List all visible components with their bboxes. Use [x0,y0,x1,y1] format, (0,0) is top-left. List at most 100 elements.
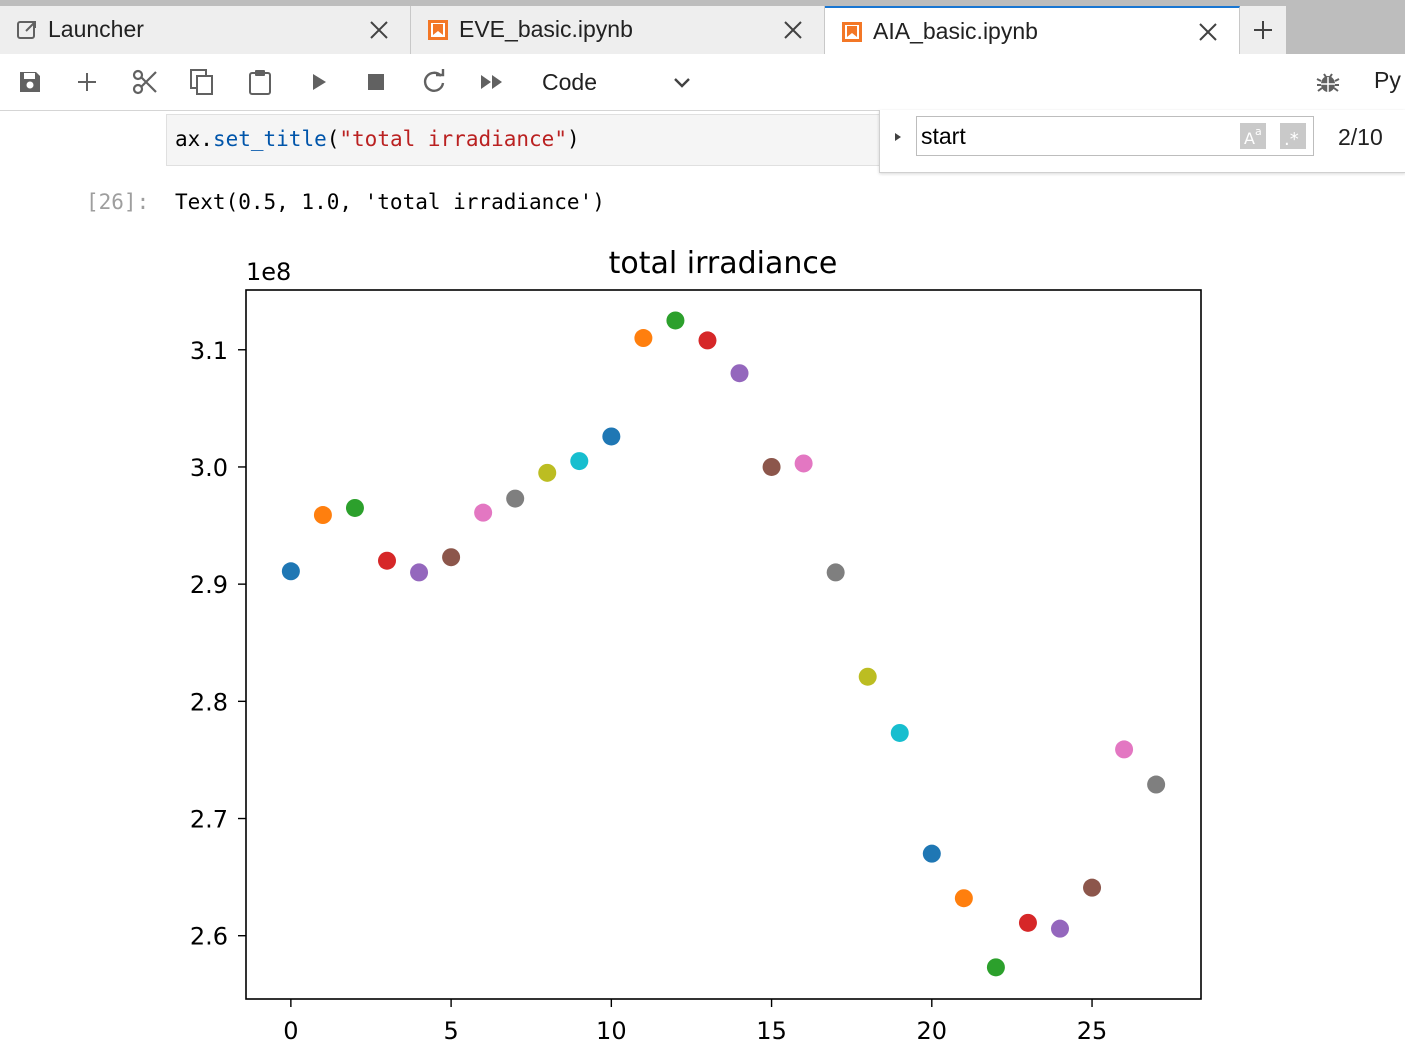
copy-button[interactable] [186,66,218,98]
x-tick-label: 15 [756,1017,787,1042]
x-tick-label: 20 [917,1017,948,1042]
window-top-strip [0,0,1405,6]
debugger-icon [1316,73,1340,92]
data-point [762,457,781,476]
stop-icon [368,74,384,90]
run-button[interactable] [303,66,335,98]
y-tick-label: 3.0 [190,454,228,482]
expand-replace-icon[interactable] [892,130,904,144]
x-tick-label: 0 [283,1017,298,1042]
plus-icon [1254,21,1272,39]
data-point [1018,913,1037,932]
data-point [986,958,1005,977]
data-point [890,723,909,742]
data-point [474,503,493,522]
chart-title: total irradiance [609,246,838,281]
add-cell-button[interactable] [71,66,103,98]
code-function: set_title [212,127,327,151]
new-tab-button[interactable] [1240,6,1286,54]
cut-button[interactable] [129,66,161,98]
data-point [281,562,300,581]
data-point [1083,878,1102,897]
tab-label: Launcher [48,16,144,42]
restart-icon [423,69,445,92]
y-tick-label: 3.1 [190,337,228,365]
x-tick-label: 10 [596,1017,627,1042]
launcher-icon [17,21,36,39]
debugger-button[interactable] [1312,66,1344,98]
save-button[interactable] [14,66,46,98]
data-point [954,889,973,908]
cell-type-value: Code [542,69,597,95]
data-point [345,498,364,517]
data-point [922,844,941,863]
data-point [858,667,877,686]
data-point [1147,775,1166,794]
add-cell-icon [78,73,96,91]
y-tick-label: 2.7 [190,806,228,834]
data-point [794,454,813,473]
cell-type-select[interactable]: Code [530,62,700,102]
close-icon[interactable] [368,19,390,41]
data-point [698,331,717,350]
x-tick-label: 25 [1077,1017,1108,1042]
data-point [602,427,621,446]
tab-bar: Launcher EVE_basic.ipynb AIA_basic.ipynb [0,6,1405,54]
y-tick-label: 2.8 [190,688,228,716]
code-paren-open: ( [326,127,340,151]
data-point [570,452,589,471]
paste-button[interactable] [244,66,276,98]
close-icon[interactable] [1197,21,1219,43]
run-all-icon [481,75,502,89]
notebook-icon [842,22,862,42]
x-axis: 0 5 10 15 20 25 [283,999,1107,1042]
svg-text:a: a [1255,125,1262,138]
x-tick-label: 5 [443,1017,458,1042]
code-string: "total irradiance" [339,127,567,151]
run-icon [313,74,326,90]
find-replace-widget: A a .* 2/10 [879,110,1405,173]
copy-icon [190,69,213,95]
output-text: Text(0.5, 1.0, 'total irradiance') [175,190,605,214]
regex-icon[interactable]: .* [1280,123,1306,149]
data-point [634,329,653,348]
data-point [506,489,525,508]
code-line: ax.set_title("total irradiance") [175,127,580,151]
y-tick-label: 2.6 [190,923,228,951]
plot-frame [245,289,1202,1000]
code-paren-close: ) [566,127,580,151]
data-point [730,364,749,383]
close-icon[interactable] [782,19,804,41]
notebook-icon [428,20,448,40]
match-case-icon[interactable]: A a [1240,123,1266,149]
find-match-count: 2/10 [1338,124,1383,150]
output-prompt: [26]: [86,190,150,214]
tab-eve-basic[interactable]: EVE_basic.ipynb [411,6,825,54]
y-offset-label: 1e8 [246,258,291,286]
kernel-name[interactable]: Py [1374,67,1401,93]
notebook-toolbar: Code Py [0,54,1405,111]
y-axis: 2.6 2.7 2.8 2.9 3.0 3.1 [190,337,246,951]
tab-label: AIA_basic.ipynb [873,18,1038,44]
svg-text:.*: .* [1284,129,1299,149]
y-tick-label: 2.9 [190,571,228,599]
code-object: ax. [175,127,213,151]
code-cell-editor[interactable]: ax.set_title("total irradiance") [166,114,880,166]
stop-button[interactable] [360,66,392,98]
data-point [313,506,332,525]
data-point [538,463,557,482]
tab-launcher[interactable]: Launcher [0,6,411,54]
data-point [1050,919,1069,938]
data-point [666,311,685,330]
chevron-down-icon [674,78,690,88]
data-point [442,548,461,567]
data-point [826,563,845,582]
paste-icon [249,70,271,95]
run-all-button[interactable] [476,66,508,98]
data-point [378,551,397,570]
tab-aia-basic[interactable]: AIA_basic.ipynb [825,6,1240,54]
save-icon [20,72,40,92]
restart-button[interactable] [418,66,450,98]
svg-text:A: A [1244,129,1255,148]
data-point [1115,740,1134,759]
